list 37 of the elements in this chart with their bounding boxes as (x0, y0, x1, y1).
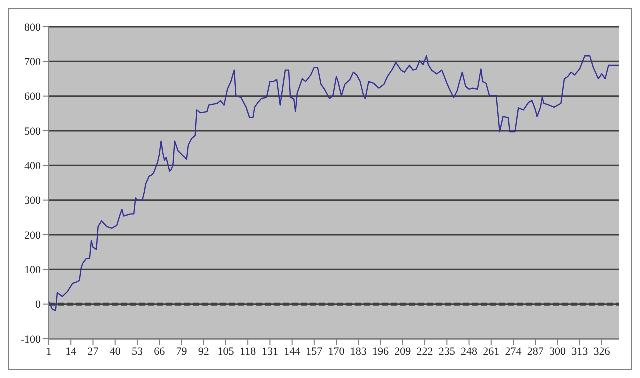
x-tick-label: 53 (132, 346, 144, 358)
x-tick-label: 170 (328, 346, 346, 358)
y-tick-label: 800 (24, 22, 42, 34)
y-tick-label: 100 (24, 264, 42, 277)
x-tick-label: 313 (572, 346, 589, 358)
y-tick-label: 300 (24, 195, 42, 208)
y-tick-label: 200 (24, 230, 42, 242)
x-tick-label: 196 (372, 346, 390, 358)
x-tick-label: 118 (240, 346, 257, 358)
x-tick-label: 248 (461, 346, 478, 358)
x-tick-label: 40 (110, 346, 122, 358)
line-series (49, 56, 619, 312)
x-tick-label: 14 (66, 346, 78, 358)
x-tick-label: 222 (416, 346, 434, 358)
x-tick-label: 300 (549, 346, 566, 358)
y-tick-label: -100 (20, 334, 42, 346)
x-tick-label: 235 (438, 346, 456, 358)
y-tick-label: 700 (24, 56, 42, 69)
x-tick-label: 27 (88, 346, 100, 358)
x-tick-label: 1 (46, 346, 52, 358)
y-tick-label: 500 (24, 126, 42, 138)
x-tick-label: 326 (594, 346, 611, 358)
x-tick-label: 66 (154, 346, 166, 358)
x-tick-label: 183 (350, 346, 368, 358)
y-tick-label: 400 (24, 160, 42, 173)
x-tick-label: 157 (306, 346, 324, 358)
x-tick-label: 92 (198, 346, 210, 358)
x-tick-label: 79 (176, 346, 188, 358)
x-tick-label: 105 (218, 346, 235, 358)
x-tick-label: 274 (505, 346, 522, 358)
x-tick-label: 131 (262, 346, 278, 358)
y-tick-label: 0 (36, 299, 42, 312)
x-tick-label: 261 (483, 346, 500, 358)
x-tick-label: 144 (284, 346, 302, 358)
y-tick-label: 600 (24, 91, 42, 104)
x-tick-label: 287 (527, 346, 544, 358)
x-tick-label: 209 (394, 346, 412, 358)
